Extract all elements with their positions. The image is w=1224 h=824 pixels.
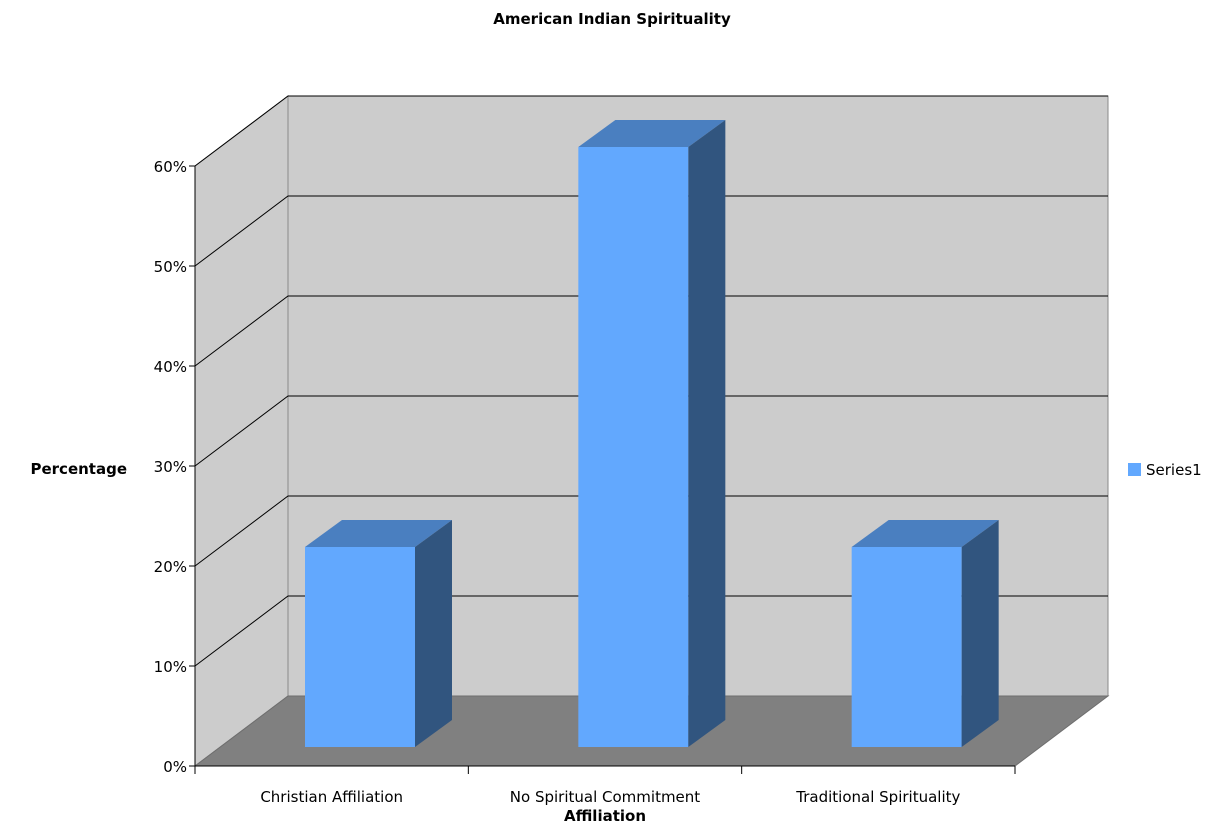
x-axis-title: Affiliation — [564, 807, 646, 824]
bar — [578, 120, 726, 747]
y-tick-label: 10% — [154, 658, 187, 676]
gridline — [194, 295, 1108, 367]
chart-title: American Indian Spirituality — [493, 10, 731, 28]
bar-front — [578, 147, 689, 747]
bar — [851, 520, 999, 747]
gridline — [194, 195, 1108, 267]
bar — [305, 520, 452, 747]
y-tick-label: 20% — [154, 558, 187, 576]
bar-side — [415, 520, 452, 747]
gridline — [194, 95, 1108, 167]
legend: Series1 — [1128, 461, 1202, 479]
bar-top — [851, 520, 999, 547]
x-tick-label: Christian Affiliation — [260, 788, 403, 806]
gridline — [194, 395, 1108, 467]
x-tick-labels: Christian Affiliation No Spiritual Commit… — [260, 788, 960, 806]
y-tick-label: 60% — [154, 158, 187, 176]
bar-top — [305, 520, 452, 547]
y-axis-title: Percentage — [30, 460, 127, 478]
gridline — [194, 495, 1108, 567]
bar-front — [305, 547, 415, 747]
y-tick-label: 30% — [154, 458, 187, 476]
y-tick-label: 50% — [154, 258, 187, 276]
bar-front — [851, 547, 962, 747]
x-tick-label: Traditional Spirituality — [795, 788, 960, 806]
axes — [189, 165, 1016, 774]
bars — [305, 120, 999, 747]
bar-side — [688, 120, 726, 747]
legend-swatch — [1128, 463, 1141, 476]
legend-label-series1: Series1 — [1146, 461, 1202, 479]
gridlines — [194, 95, 1108, 667]
y-tick-label: 40% — [154, 358, 187, 376]
x-tick-label: No Spiritual Commitment — [510, 788, 700, 806]
bar-top — [578, 120, 726, 147]
y-tick-labels: 0% 10% 20% 30% 40% 50% 60% — [154, 158, 187, 776]
bar-side — [961, 520, 999, 747]
y-tick-label: 0% — [163, 758, 187, 776]
gridline — [194, 595, 1108, 667]
